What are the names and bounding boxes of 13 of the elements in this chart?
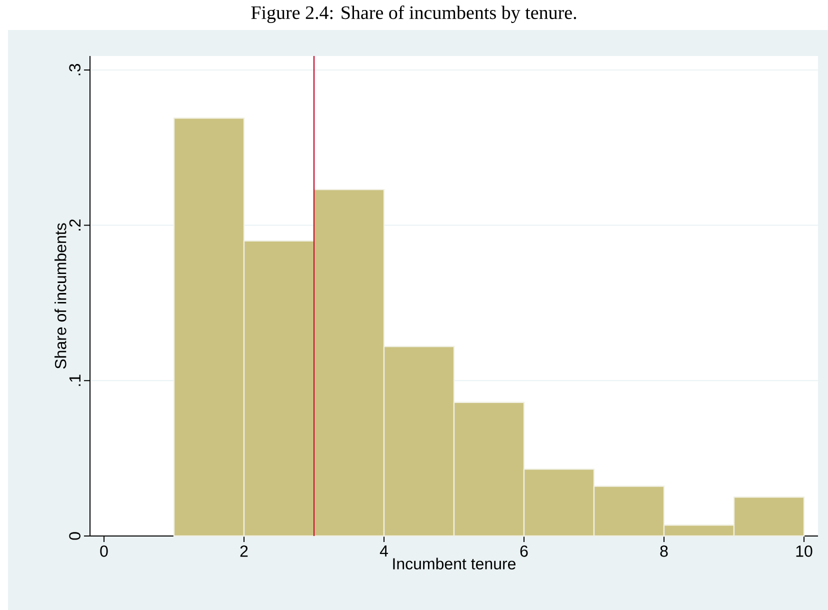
- x-axis-title: Incumbent tenure: [393, 558, 516, 570]
- y-tick-label: .3: [69, 64, 80, 76]
- x-tick-label: 10: [796, 546, 812, 557]
- x-tick-label: 4: [380, 546, 388, 557]
- y-axis-title: Share of incumbents: [54, 223, 66, 369]
- chart-title: Figure 2.4: Share of incumbents by tenure.: [251, 6, 576, 23]
- y-tick-label: .1: [69, 374, 80, 386]
- x-tick-label: 0: [100, 546, 108, 557]
- x-tick-label: 6: [520, 546, 528, 557]
- y-tick-label: .2: [69, 219, 80, 231]
- x-tick-label: 2: [240, 546, 248, 557]
- x-tick-label: 8: [660, 546, 668, 557]
- y-tick-label: 0: [69, 532, 80, 540]
